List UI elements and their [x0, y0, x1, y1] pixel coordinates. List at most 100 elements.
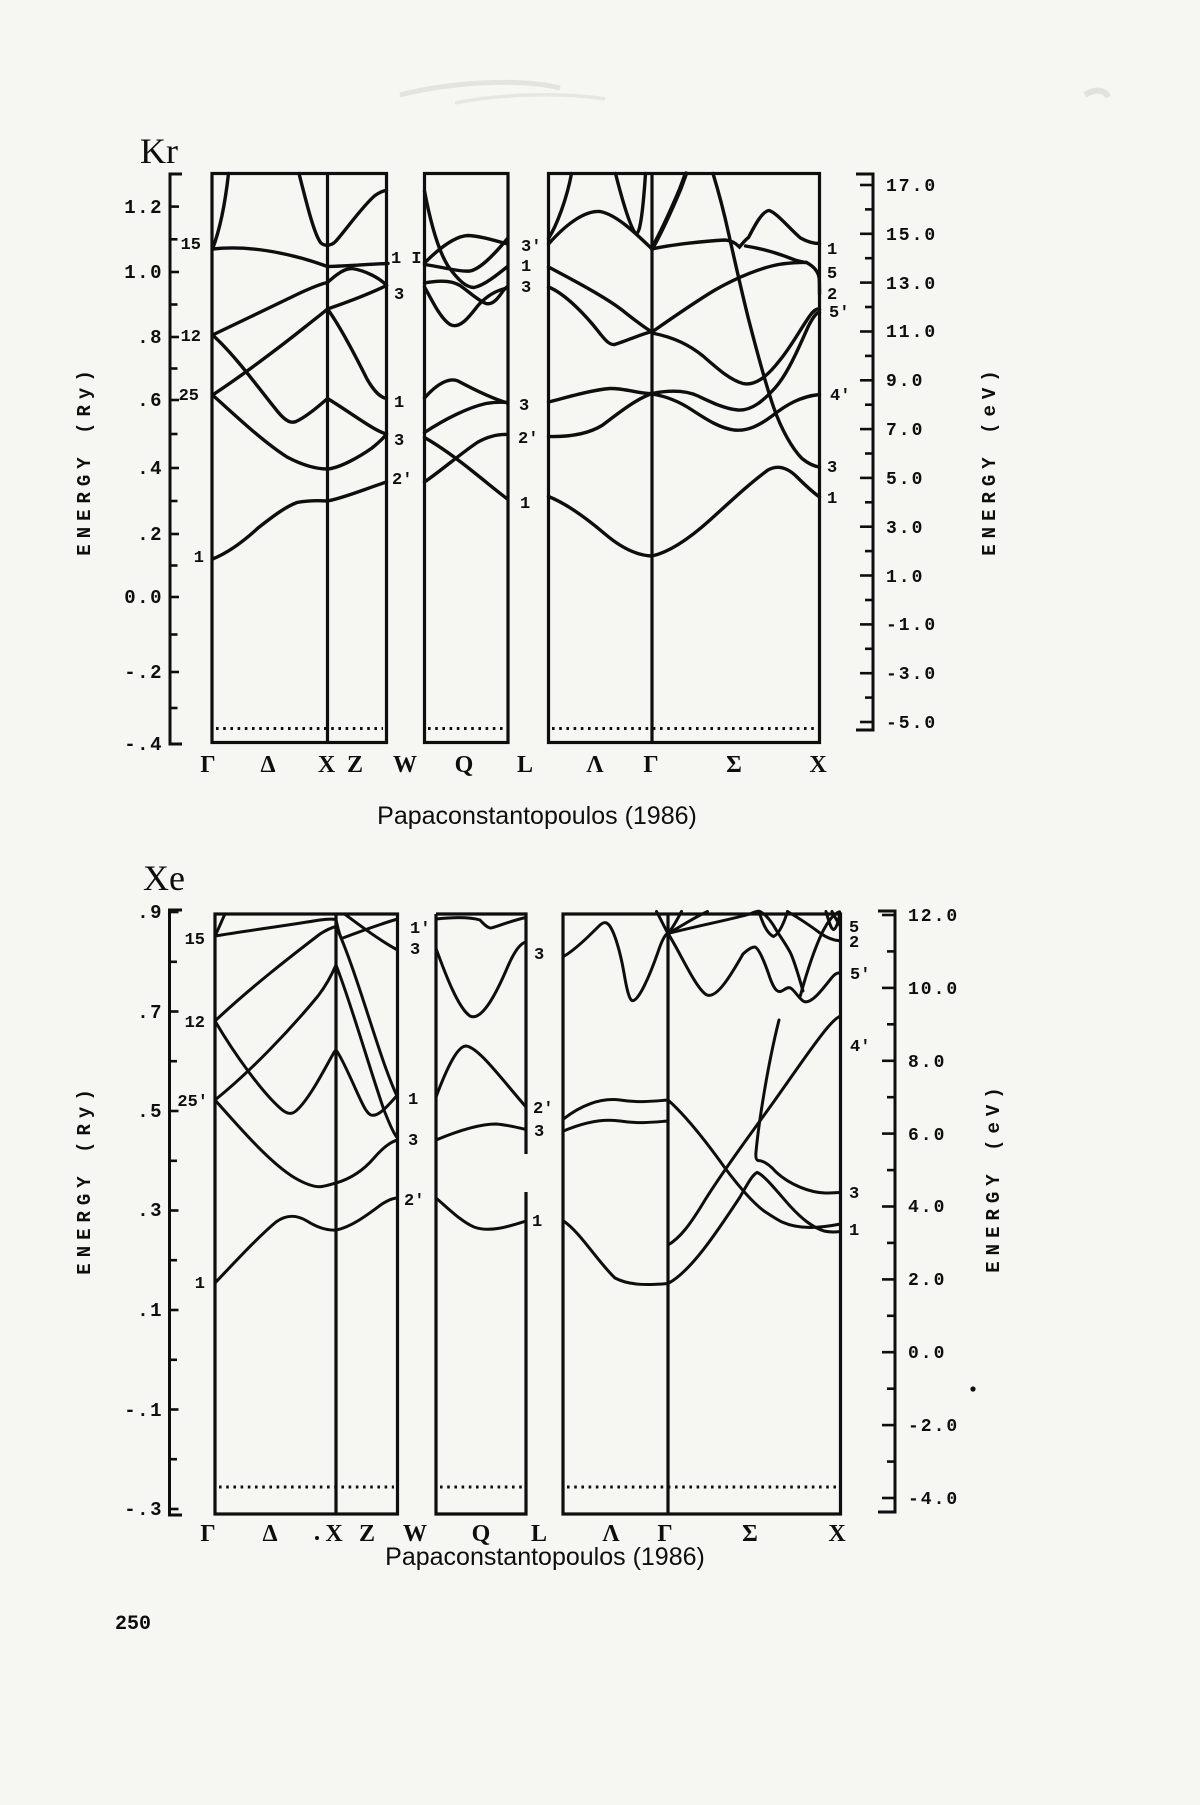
- svg-text:5': 5': [829, 304, 849, 323]
- svg-text:4': 4': [850, 1038, 870, 1057]
- svg-text:5: 5: [827, 265, 837, 284]
- svg-text:15: 15: [185, 931, 205, 950]
- svg-text:Σ: Σ: [742, 1521, 758, 1547]
- svg-text:ENERGY (eV): ENERGY (eV): [979, 364, 1001, 555]
- svg-text:0.0: 0.0: [124, 587, 163, 609]
- svg-text:10.0: 10.0: [908, 980, 959, 1000]
- svg-text:Δ: Δ: [262, 1521, 277, 1547]
- svg-text:3: 3: [394, 432, 404, 451]
- svg-text:1: 1: [827, 490, 837, 509]
- svg-text:ENERGY (Ry): ENERGY (Ry): [74, 1083, 96, 1274]
- svg-text:X: X: [318, 752, 336, 778]
- svg-text:5.0: 5.0: [886, 470, 924, 490]
- svg-text:1.0: 1.0: [886, 568, 924, 588]
- svg-text:Δ: Δ: [260, 752, 275, 778]
- svg-text:5: 5: [849, 919, 859, 938]
- svg-text:.4: .4: [137, 458, 163, 480]
- svg-text:-.1: -.1: [124, 1400, 163, 1422]
- svg-text:Γ: Γ: [643, 752, 658, 778]
- svg-text:L: L: [531, 1521, 547, 1547]
- svg-text:-3.0: -3.0: [886, 665, 937, 685]
- svg-text:Z: Z: [347, 752, 363, 778]
- svg-text:1: 1: [532, 1213, 542, 1232]
- svg-text:1: 1: [195, 1275, 205, 1294]
- svg-text:Γ: Γ: [657, 1521, 672, 1547]
- svg-text:5': 5': [850, 966, 870, 985]
- svg-text:1: 1: [394, 394, 404, 413]
- svg-text:X: X: [325, 1521, 343, 1547]
- svg-text:3: 3: [410, 941, 420, 960]
- svg-text:3: 3: [534, 1123, 544, 1142]
- svg-text:1.2: 1.2: [124, 197, 163, 219]
- svg-text:2': 2': [533, 1100, 553, 1119]
- svg-text:9.0: 9.0: [886, 372, 924, 392]
- svg-text:W: W: [403, 1521, 427, 1547]
- svg-text:X: X: [809, 752, 827, 778]
- svg-text:Kr: Kr: [140, 131, 178, 171]
- svg-text:3': 3': [521, 238, 541, 257]
- svg-text:3: 3: [521, 279, 531, 298]
- svg-text:.6: .6: [137, 390, 163, 412]
- svg-text:3: 3: [408, 1132, 418, 1151]
- svg-text:12: 12: [185, 1014, 205, 1033]
- svg-text:Γ: Γ: [200, 1521, 215, 1547]
- svg-text:1: 1: [521, 258, 531, 277]
- svg-text:-.2: -.2: [124, 662, 163, 684]
- svg-text:.2: .2: [137, 524, 163, 546]
- svg-text:.9: .9: [137, 902, 163, 924]
- svg-text:Γ: Γ: [200, 752, 215, 778]
- svg-text:-2.0: -2.0: [908, 1417, 959, 1437]
- svg-text:1 I: 1 I: [391, 250, 422, 269]
- svg-text:1: 1: [849, 1222, 859, 1241]
- svg-text:11.0: 11.0: [886, 323, 937, 343]
- svg-text:3: 3: [534, 946, 544, 965]
- svg-text:ENERGY (eV): ENERGY (eV): [983, 1081, 1005, 1272]
- svg-text:15.0: 15.0: [886, 226, 937, 246]
- svg-text:2.0: 2.0: [908, 1271, 946, 1291]
- svg-text:3: 3: [849, 1185, 859, 1204]
- svg-text:.8: .8: [137, 327, 163, 349]
- svg-text:Papaconstantopoulos (1986): Papaconstantopoulos (1986): [385, 1543, 705, 1571]
- svg-text:25': 25': [177, 1093, 208, 1112]
- svg-text:12: 12: [181, 328, 201, 347]
- svg-text:1: 1: [827, 241, 837, 260]
- svg-text:12.0: 12.0: [908, 907, 959, 927]
- svg-text:1: 1: [194, 549, 204, 568]
- svg-text:4.0: 4.0: [908, 1198, 946, 1218]
- svg-text:-4.0: -4.0: [908, 1490, 959, 1510]
- svg-text:15: 15: [181, 236, 201, 255]
- svg-text:0.0: 0.0: [908, 1344, 946, 1364]
- svg-text:2': 2': [392, 471, 412, 490]
- svg-text:Papaconstantopoulos (1986): Papaconstantopoulos (1986): [377, 802, 697, 830]
- svg-text:W: W: [393, 752, 417, 778]
- svg-text:4': 4': [830, 387, 850, 406]
- svg-text:-.4: -.4: [124, 734, 163, 756]
- svg-text:1: 1: [520, 495, 530, 514]
- svg-text:1': 1': [410, 920, 430, 939]
- svg-text:L: L: [517, 752, 533, 778]
- svg-text:1: 1: [408, 1091, 418, 1110]
- svg-text:-.3: -.3: [124, 1499, 163, 1521]
- svg-text:X: X: [828, 1521, 846, 1547]
- svg-text:Λ: Λ: [602, 1521, 620, 1547]
- svg-text:.3: .3: [137, 1200, 163, 1222]
- svg-text:25: 25: [179, 387, 199, 406]
- svg-text:7.0: 7.0: [886, 421, 924, 441]
- svg-text:2: 2: [827, 286, 837, 305]
- svg-text:Q: Q: [472, 1521, 491, 1547]
- svg-text:2': 2': [518, 430, 538, 449]
- svg-text:2': 2': [404, 1192, 424, 1211]
- svg-text:Λ: Λ: [586, 752, 604, 778]
- svg-text:3: 3: [394, 286, 404, 305]
- svg-text:.5: .5: [137, 1101, 163, 1123]
- svg-text:Xe: Xe: [143, 858, 185, 898]
- svg-text:2: 2: [849, 934, 859, 953]
- svg-text:17.0: 17.0: [886, 177, 937, 197]
- svg-text:-5.0: -5.0: [886, 714, 937, 734]
- svg-text:-1.0: -1.0: [886, 616, 937, 636]
- svg-text:3: 3: [827, 459, 837, 478]
- svg-text:.1: .1: [137, 1300, 163, 1322]
- svg-text:ENERGY (Ry): ENERGY (Ry): [74, 364, 96, 555]
- svg-text:13.0: 13.0: [886, 275, 937, 295]
- svg-text:.7: .7: [137, 1002, 163, 1024]
